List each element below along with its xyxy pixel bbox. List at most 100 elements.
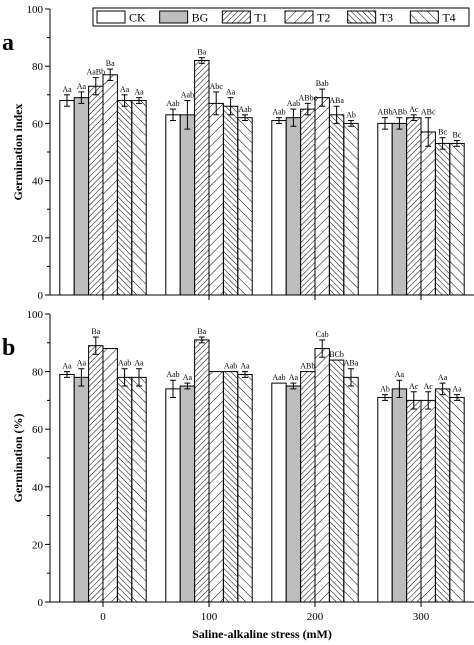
bar-t2-200 xyxy=(314,97,330,296)
significance-label: Aa xyxy=(77,82,87,91)
panel-letter: b xyxy=(2,335,15,361)
bar-ck-300 xyxy=(377,397,393,603)
significance-label: Aa xyxy=(289,373,299,382)
significance-label: Aab xyxy=(287,99,300,108)
significance-label: Aa xyxy=(134,359,144,368)
bar-t1-200 xyxy=(300,371,316,603)
significance-label: ABb xyxy=(392,108,407,117)
significance-label: Ba xyxy=(197,48,206,57)
significance-label: ABa xyxy=(329,96,344,105)
significance-label: ABa xyxy=(344,359,359,368)
bar-t4-200 xyxy=(343,376,359,603)
bar-t4-100 xyxy=(237,117,253,296)
y-tick-label: 60 xyxy=(32,424,44,436)
bar-bg-100 xyxy=(179,385,196,603)
bar-t3-100 xyxy=(222,105,239,296)
bar-ck-100 xyxy=(165,114,181,296)
significance-label: Aa xyxy=(183,373,193,382)
significance-label: Aab xyxy=(166,370,179,379)
bar-bg-300 xyxy=(391,388,408,603)
y-tick-label: 0 xyxy=(38,290,44,302)
y-tick-label: 100 xyxy=(27,4,44,16)
y-axis-title: Germination (%) xyxy=(11,414,25,503)
significance-label: Aa xyxy=(438,373,448,382)
bar-ck-300 xyxy=(377,122,393,296)
significance-label: Aa xyxy=(62,85,72,94)
bar-t1-300 xyxy=(406,399,422,603)
bar-t3-100 xyxy=(222,371,239,603)
legend: CK BG T1 T2 T3 T4 xyxy=(92,7,470,27)
y-tick-label: 20 xyxy=(32,233,44,245)
panel-b: 0 20 40 60 80 100 0 100 200 300 Germination (%) b Aa… xyxy=(2,309,474,623)
x-tick-label: 200 xyxy=(307,611,324,623)
bar-bg-300 xyxy=(391,122,408,296)
legend-swatch-bg xyxy=(159,10,189,24)
bar-t3-0 xyxy=(116,100,133,296)
bar-t4-0 xyxy=(131,100,147,296)
legend-swatch-t3 xyxy=(347,10,377,24)
bar-ck-200 xyxy=(271,382,287,603)
bar-t4-300 xyxy=(449,397,465,603)
legend-swatch-ck xyxy=(96,10,126,24)
panel-letter: a xyxy=(2,30,14,56)
legend-label-bg: BG xyxy=(192,11,209,25)
significance-label: Bc xyxy=(438,128,447,137)
bar-t3-300 xyxy=(434,388,451,603)
bar-t1-100 xyxy=(194,59,210,296)
bar-ck-0 xyxy=(59,100,75,296)
y-axis-title: Germination index xyxy=(11,103,25,200)
significance-label: Aab xyxy=(272,108,285,117)
y-tick-label: 20 xyxy=(32,539,44,551)
bar-bg-200 xyxy=(285,117,302,296)
legend-swatch-t4 xyxy=(409,10,439,24)
significance-label: Cab xyxy=(316,330,329,339)
significance-label: ABbc xyxy=(298,93,317,102)
significance-label: Ab xyxy=(346,111,356,120)
significance-label: Ac xyxy=(409,382,419,391)
significance-label: Aa xyxy=(240,362,250,371)
significance-label: Aa xyxy=(62,362,72,371)
bar-t1-300 xyxy=(406,117,422,296)
bar-t2-0 xyxy=(102,74,118,296)
bar-bg-200 xyxy=(285,385,302,603)
significance-label: Aa xyxy=(226,88,236,97)
bar-t4-200 xyxy=(343,122,359,296)
bar-t4-100 xyxy=(237,373,253,603)
significance-label: Ba xyxy=(106,59,115,68)
significance-label: Bab xyxy=(316,79,329,88)
legend-label-t4: T4 xyxy=(442,11,455,25)
significance-label: Aab xyxy=(272,373,285,382)
significance-label: Ac xyxy=(409,105,419,114)
y-tick-label: 40 xyxy=(32,176,44,188)
significance-label: Aab xyxy=(181,91,194,100)
legend-label-t1: T1 xyxy=(254,11,267,25)
significance-label: Ac xyxy=(424,382,434,391)
x-tick-label: 0 xyxy=(100,611,106,623)
bar-bg-0 xyxy=(73,97,90,296)
significance-label: Ba xyxy=(91,327,100,336)
bar-ck-100 xyxy=(165,388,181,603)
bar-t1-200 xyxy=(300,108,316,296)
significance-label: Ba xyxy=(197,327,206,336)
significance-label: Ab xyxy=(380,385,390,394)
bar-t3-300 xyxy=(434,142,451,296)
x-axis-title: Saline-alkaline stress (mM) xyxy=(192,627,332,641)
bar-t1-0 xyxy=(88,85,104,296)
significance-label: Aab xyxy=(166,99,179,108)
x-tick-label: 300 xyxy=(413,611,430,623)
bar-bg-100 xyxy=(179,114,196,296)
y-tick-label: 60 xyxy=(32,118,44,130)
bar-t2-0 xyxy=(102,348,118,603)
y-tick-label: 80 xyxy=(32,367,44,379)
y-tick-label: 80 xyxy=(32,61,44,73)
significance-label: BCb xyxy=(329,350,344,359)
significance-label: ABb xyxy=(300,362,315,371)
significance-label: Bc xyxy=(453,131,462,140)
bar-t2-200 xyxy=(314,348,330,603)
significance-label: Aab xyxy=(118,359,131,368)
legend-swatch-t1 xyxy=(221,10,251,24)
legend-label-ck: CK xyxy=(129,11,146,25)
x-tick-label: 100 xyxy=(201,611,218,623)
